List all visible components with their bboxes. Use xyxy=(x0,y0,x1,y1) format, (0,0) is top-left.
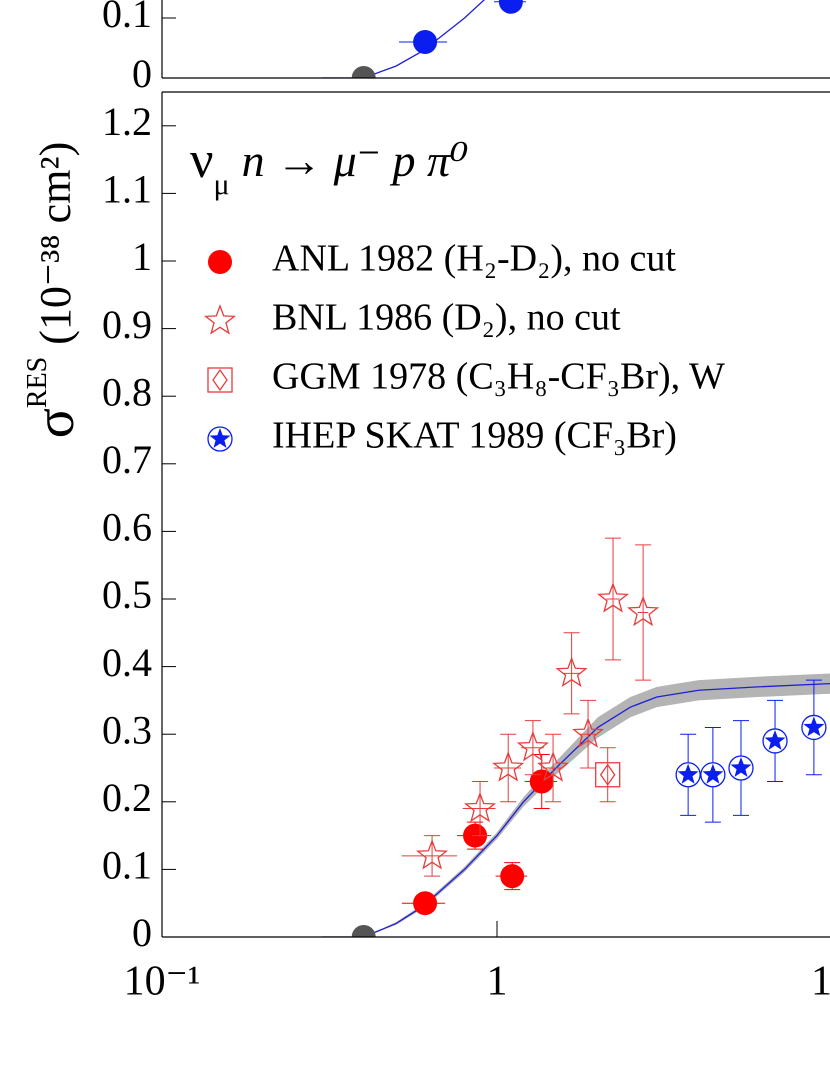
marker-star xyxy=(677,763,699,784)
y-label-symbol: σ xyxy=(24,408,86,438)
title-rest: n → μ⁻ p π⁰ xyxy=(242,135,469,186)
marker-square xyxy=(595,762,621,788)
point xyxy=(500,864,525,889)
y-tick-label: 0 xyxy=(132,910,152,955)
theory-curve xyxy=(321,682,830,937)
point xyxy=(413,30,438,54)
y-tick-label: 0 xyxy=(132,51,152,96)
marker-diamond xyxy=(599,763,616,786)
y-tick-label: 0.2 xyxy=(102,775,152,820)
point xyxy=(762,728,788,754)
y-tick-label: 0.6 xyxy=(102,505,152,550)
marker-square xyxy=(207,367,233,393)
point xyxy=(351,66,376,78)
point xyxy=(595,762,621,788)
marker-star xyxy=(803,716,825,737)
legend-marker xyxy=(207,367,233,393)
legend-label: ANL 1982 (H₂-D₂), no cut xyxy=(272,238,676,280)
y-tick-label: 0.7 xyxy=(102,437,152,482)
y-tick-label: 0.5 xyxy=(102,572,152,617)
plot-area xyxy=(321,0,526,78)
x-tick-label: 1 xyxy=(487,959,508,1005)
legend-marker xyxy=(208,250,232,274)
y-label-superscript: RES xyxy=(22,357,53,408)
point xyxy=(700,762,726,788)
y-tick-label: 1.2 xyxy=(102,99,152,144)
point xyxy=(537,751,570,782)
point xyxy=(572,717,605,748)
plot-area xyxy=(321,537,830,937)
marker-star xyxy=(209,428,231,448)
point xyxy=(351,925,376,937)
point xyxy=(464,791,497,823)
legend-marker xyxy=(203,304,237,335)
point xyxy=(498,0,523,14)
point xyxy=(627,595,660,627)
y-label-units: (10⁻³⁸ cm²) xyxy=(31,142,80,345)
legend-label: IHEP SKAT 1989 (CF₃Br) xyxy=(272,415,677,457)
legend-marker xyxy=(207,426,233,452)
y-tick-label: 0.9 xyxy=(102,302,152,347)
point xyxy=(516,730,549,762)
y-tick-label: 0.1 xyxy=(102,0,152,36)
point xyxy=(555,656,588,687)
marker-star xyxy=(730,757,752,777)
y-tick-label: 0.3 xyxy=(102,707,152,752)
point xyxy=(416,839,449,870)
theory-band xyxy=(321,673,830,937)
point xyxy=(413,891,438,916)
y-tick-label: 1 xyxy=(132,234,152,279)
point xyxy=(597,582,630,613)
title-subscript: μ xyxy=(214,168,230,201)
point xyxy=(675,762,701,788)
y-tick-label: 0.8 xyxy=(102,369,152,414)
marker-diamond xyxy=(212,368,228,392)
y-tick-label: 1.1 xyxy=(102,167,152,212)
marker-star xyxy=(702,763,724,784)
point xyxy=(529,769,554,794)
point xyxy=(492,751,525,782)
x-tick-label: 10⁻¹ xyxy=(124,959,201,1005)
title-symbol: ν xyxy=(190,132,214,189)
legend-label: BNL 1986 (D₂), no cut xyxy=(272,297,621,339)
point xyxy=(728,755,754,781)
marker-star xyxy=(764,730,786,750)
point xyxy=(801,714,827,741)
y-tick-label: 0.4 xyxy=(102,640,152,685)
y-axis-label: σRES (10⁻³⁸ cm²) xyxy=(22,142,85,439)
legend-label: GGM 1978 (C₃H₈-CF₃Br), W xyxy=(272,356,725,398)
x-tick-label: 10 xyxy=(811,959,830,1005)
panel-title: νμ n → μ⁻ p π⁰ xyxy=(190,132,468,201)
y-tick-label: 0.1 xyxy=(102,843,152,888)
